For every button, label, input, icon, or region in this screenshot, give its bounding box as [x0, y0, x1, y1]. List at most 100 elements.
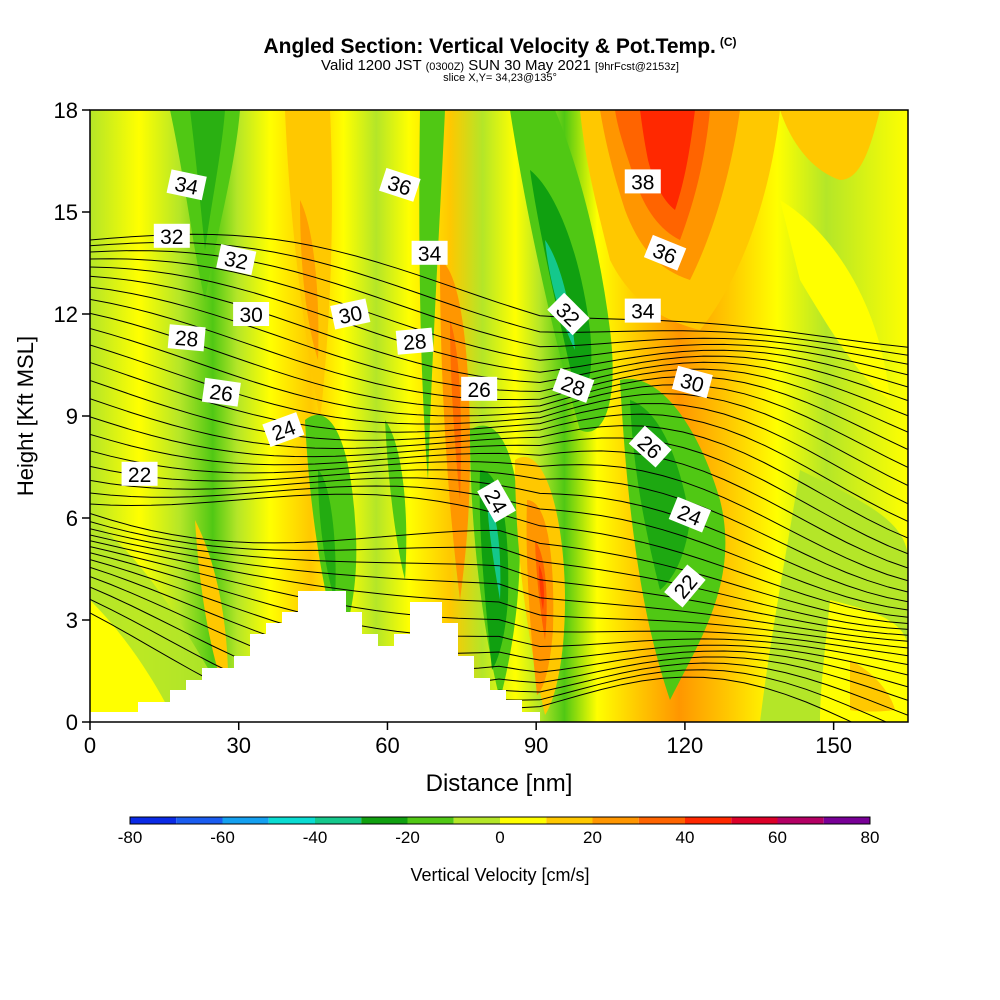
colorbar-swatch [130, 817, 177, 824]
theta-contour-line [90, 521, 908, 630]
contour-label: 30 [330, 298, 371, 330]
theta-contour-line [90, 398, 908, 539]
contour-label-box [201, 377, 241, 407]
contour-label-box [262, 412, 305, 448]
contour-label-text: 34 [418, 243, 442, 266]
contour-label-text: 30 [239, 304, 262, 327]
theta-contour-line [90, 275, 908, 402]
contour-label-box [461, 376, 498, 401]
valid-forecast: [9hrFcst@2153z] [595, 61, 679, 73]
y-tick-label: 9 [66, 404, 78, 429]
contour-label: 34 [624, 298, 661, 324]
contour-label-box [216, 244, 257, 276]
y-tick-label: 15 [54, 200, 78, 225]
chart-title-text: Angled Section: Vertical Velocity & Pot.… [263, 35, 716, 58]
colorbar-swatch [315, 817, 362, 824]
colorbar-tick-label: -60 [210, 828, 235, 847]
contour-label: 36 [379, 167, 421, 202]
contour-label-box [671, 365, 713, 399]
contour-label-box [624, 298, 661, 323]
contour-label-box [167, 324, 206, 352]
theta-contours [90, 233, 908, 722]
theta-contour-line [90, 576, 908, 701]
theta-contour-line [90, 286, 908, 417]
theta-contour-line [90, 465, 908, 593]
theta-contour-line [90, 559, 908, 676]
contour-label-text: 38 [631, 171, 654, 194]
colorbar-tick-label: 80 [861, 828, 880, 847]
colorbar-tick-label: -40 [303, 828, 328, 847]
colorbar: -80 -60 -40 -20 0 20 40 60 80 [118, 816, 880, 847]
contour-label-box [411, 240, 448, 265]
contour-label-text: 26 [208, 381, 234, 407]
slice-info: slice X,Y= 34,23@135° [443, 72, 557, 84]
theta-contour-line [90, 546, 908, 657]
contour-label-text: 22 [128, 464, 151, 487]
contour-label-text: 32 [160, 226, 183, 249]
theta-contour-line [90, 362, 908, 505]
contour-label-box [379, 167, 421, 202]
chart-title-block: Angled Section: Vertical Velocity & Pot.… [0, 36, 1000, 84]
theta-contour-line [90, 233, 908, 348]
contour-label: 22 [121, 461, 158, 487]
valid-prefix: Valid 1200 JST [321, 57, 422, 74]
y-tick-label: 18 [54, 98, 78, 123]
title-mark: (C) [719, 35, 737, 49]
theta-contour-line [90, 552, 908, 666]
contour-label: 24 [262, 412, 305, 448]
x-tick-label: 150 [815, 733, 852, 758]
colorbar-swatch [823, 817, 870, 824]
theta-contour-line [90, 258, 908, 376]
colorbar-tick-label: -20 [395, 828, 420, 847]
terrain-mask [90, 591, 540, 722]
y-tick-label: 6 [66, 506, 78, 531]
contour-label-box [664, 564, 706, 608]
valid-utc: (0300Z) [425, 61, 465, 73]
x-axis: 0 30 60 90 120 150 [84, 722, 852, 758]
contour-label-box [624, 169, 661, 194]
contour-label-box [395, 327, 434, 355]
colorbar-tick-label: 0 [495, 828, 504, 847]
y-axis-label: Height [Kft MSL] [13, 336, 38, 496]
colorbar-swatch [268, 817, 315, 824]
colorbar-swatch [407, 817, 454, 824]
x-tick-label: 60 [375, 733, 399, 758]
contour-label: 34 [166, 169, 207, 201]
contour-label-text: 34 [173, 173, 201, 200]
colorbar-tick-label: 20 [583, 828, 602, 847]
colorbar-tick-label: 60 [768, 828, 787, 847]
theta-contour-line [90, 380, 908, 522]
contour-label-box [121, 461, 158, 486]
y-tick-label: 3 [66, 608, 78, 633]
colorbar-swatch [361, 817, 408, 824]
contour-label-box [153, 223, 190, 248]
theta-contour-line [90, 566, 908, 688]
y-axis: 0 3 6 9 12 15 18 [54, 98, 90, 735]
contour-label: 32 [216, 244, 257, 276]
colorbar-tick-label: 40 [676, 828, 695, 847]
contour-label-box [477, 479, 516, 523]
contour-label-text: 30 [337, 302, 365, 329]
theta-contour-line [90, 266, 908, 388]
theta-contour-line [90, 312, 908, 450]
contour-label-text: 28 [402, 330, 427, 355]
theta-contour-line [90, 528, 908, 636]
contour-label-box [552, 367, 595, 403]
y-tick-label: 0 [66, 710, 78, 735]
contour-label-text: 26 [467, 379, 490, 402]
contour-label: 28 [167, 324, 206, 352]
contour-label-box [668, 496, 712, 533]
theta-contour-line [90, 513, 908, 624]
contour-label-box [628, 425, 672, 468]
colorbar-frame [129, 816, 871, 825]
contour-label: 38 [624, 169, 661, 194]
contour-label: 34 [411, 240, 448, 266]
theta-contour-line [90, 540, 908, 649]
theta-contour-line [90, 298, 908, 433]
chart-title: Angled Section: Vertical Velocity & Pot.… [0, 36, 1000, 57]
colorbar-swatch [176, 817, 223, 824]
contour-label-text: 34 [631, 301, 655, 324]
contour-label-box [233, 302, 270, 326]
